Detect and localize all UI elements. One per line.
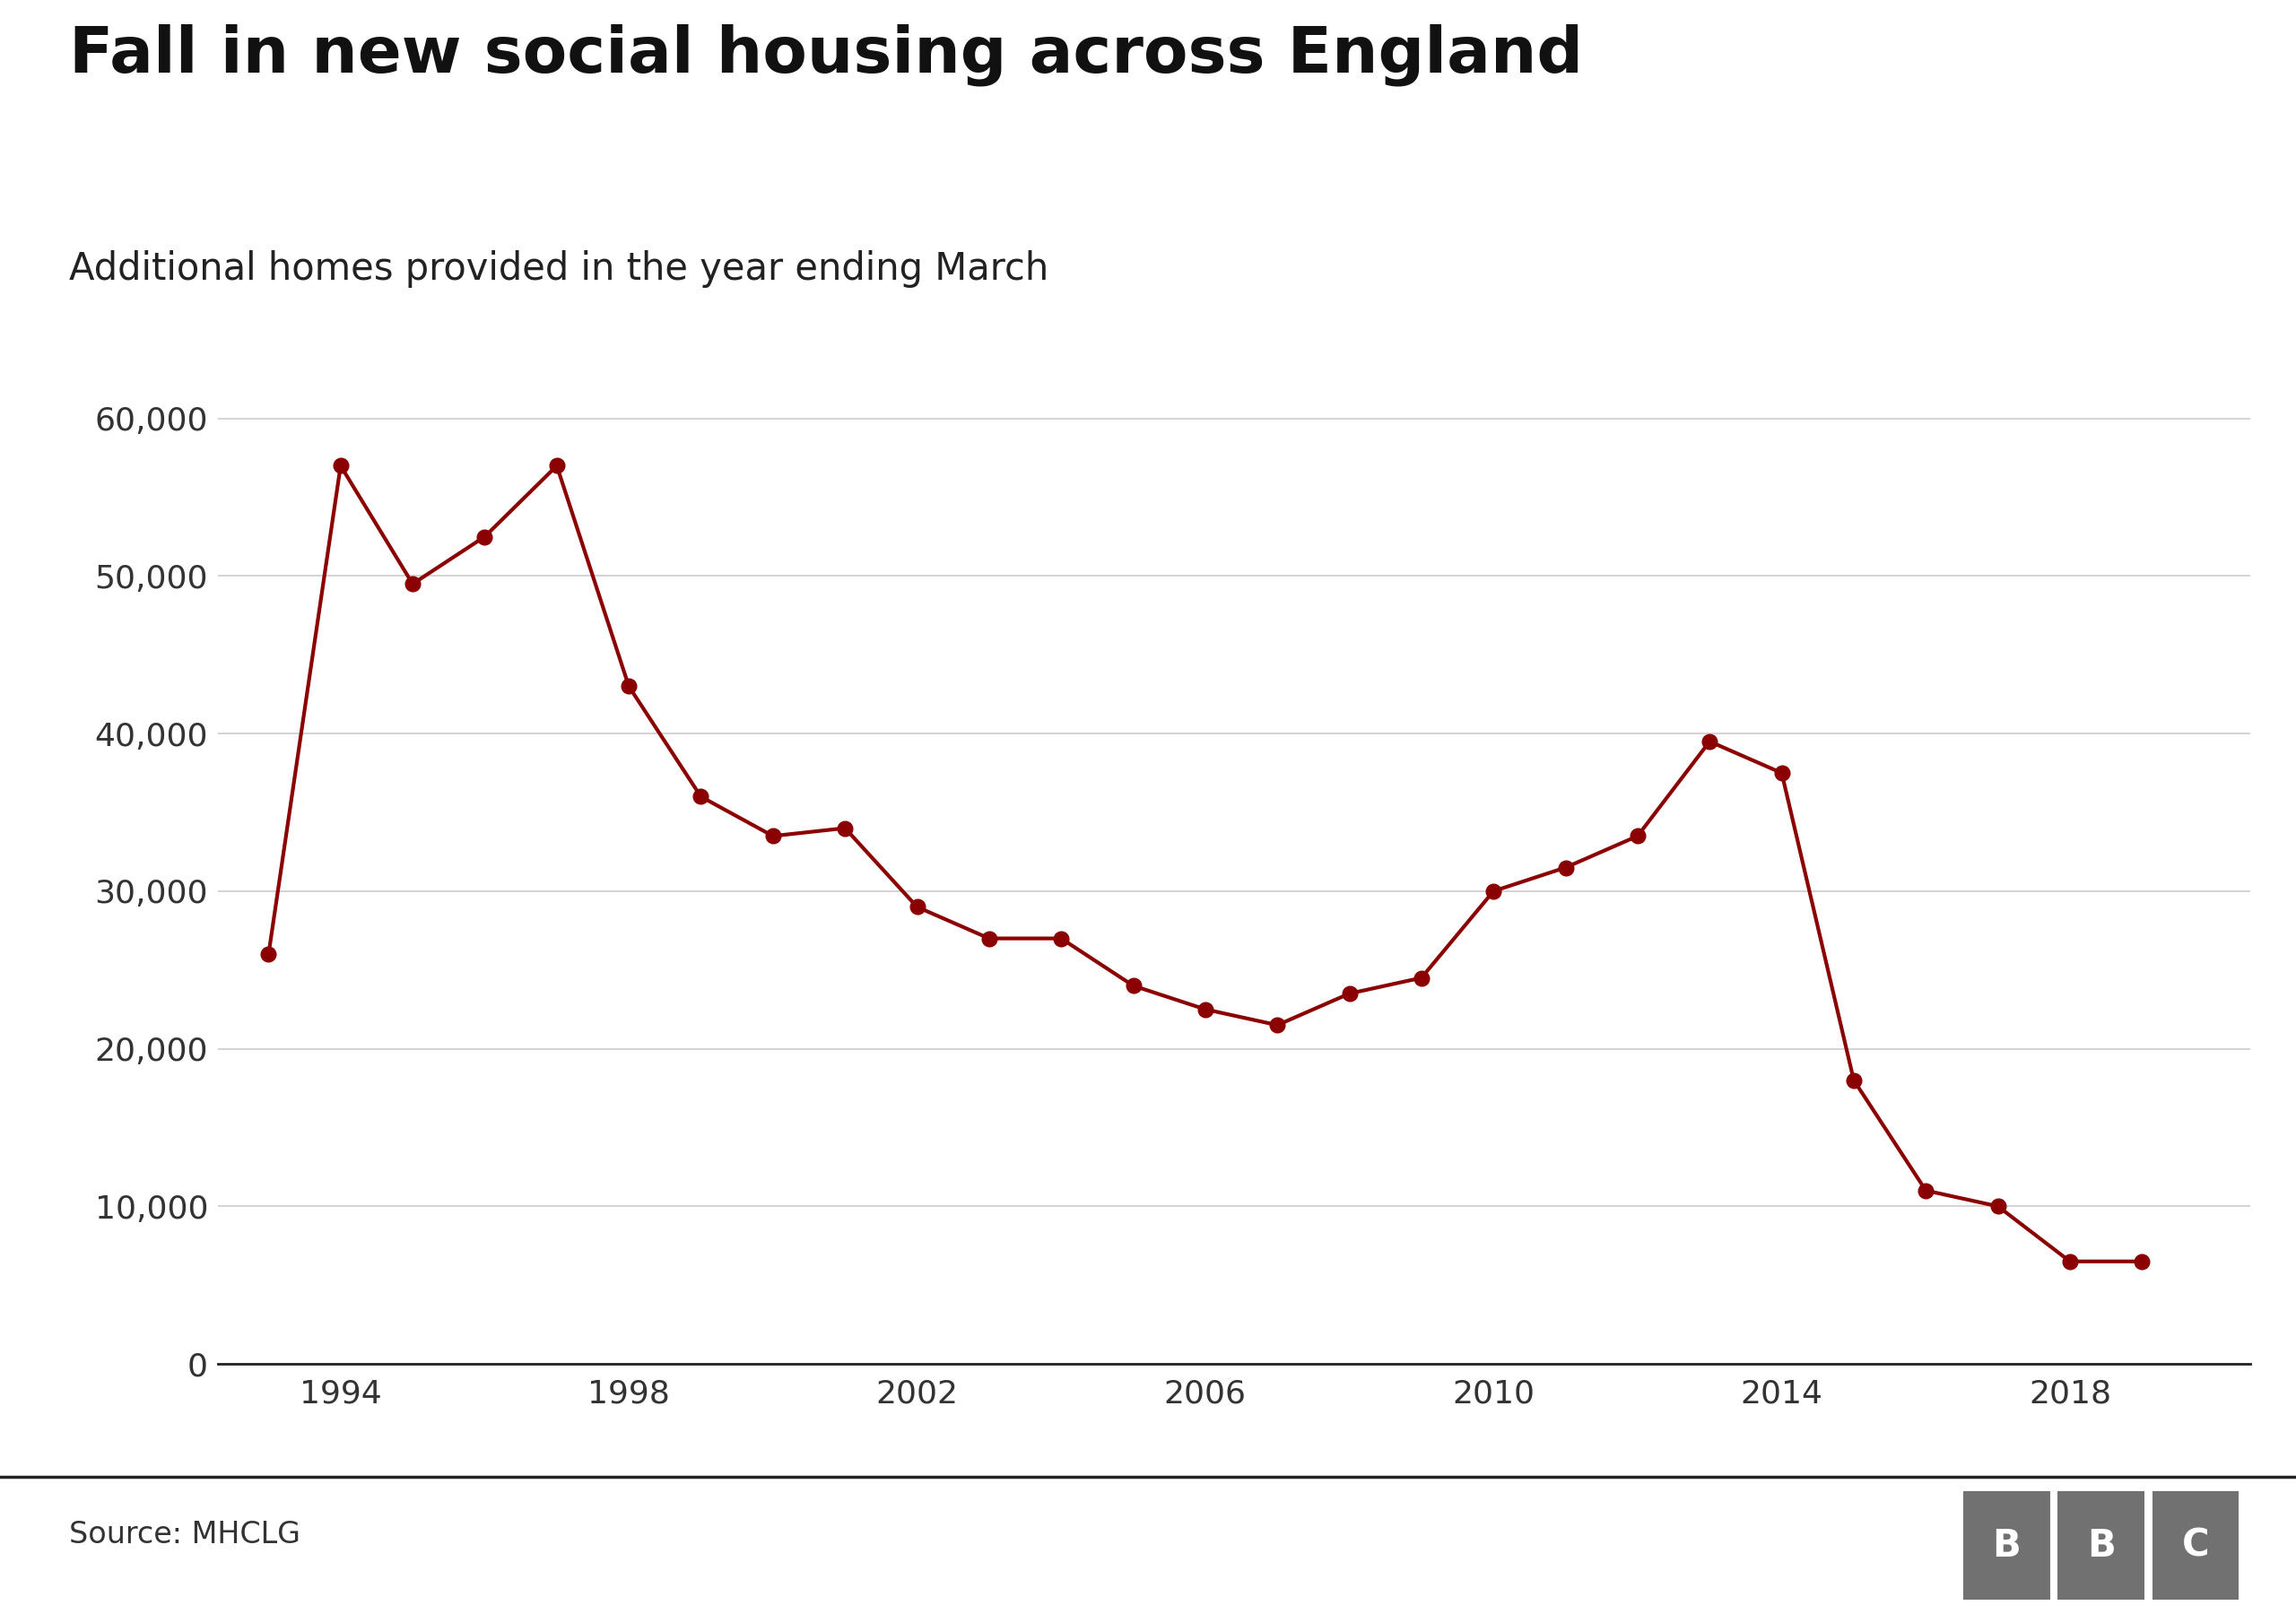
Text: Fall in new social housing across England: Fall in new social housing across Englan… bbox=[69, 24, 1582, 87]
Bar bbox=[2057, 1491, 2144, 1599]
Text: C: C bbox=[2181, 1527, 2209, 1564]
Text: B: B bbox=[2087, 1527, 2115, 1564]
Text: B: B bbox=[1993, 1527, 2020, 1564]
Bar bbox=[2151, 1491, 2239, 1599]
Text: Additional homes provided in the year ending March: Additional homes provided in the year en… bbox=[69, 250, 1049, 287]
Text: Source: MHCLG: Source: MHCLG bbox=[69, 1520, 301, 1549]
Bar bbox=[1963, 1491, 2050, 1599]
